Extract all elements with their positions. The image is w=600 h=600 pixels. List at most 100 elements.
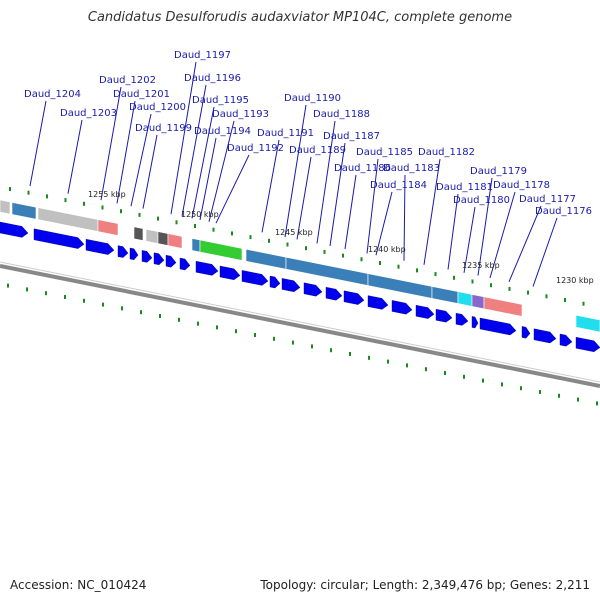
cog-feature-block xyxy=(97,219,119,236)
cog-feature-block xyxy=(167,233,183,249)
forward-gene-arrow xyxy=(325,286,343,301)
map-title: Candidatus Desulforudis audaxviator MP10… xyxy=(87,10,513,25)
forward-gene-arrow xyxy=(391,300,413,315)
gene-label-leader xyxy=(329,142,346,247)
gene-label: Daud_1178 xyxy=(493,180,550,191)
accession-text: Accession: NC_010424 xyxy=(10,578,147,592)
cog-feature-block xyxy=(37,207,99,232)
forward-gene-arrow xyxy=(141,250,153,263)
gene-label-leader xyxy=(489,191,516,279)
forward-gene-arrow xyxy=(219,265,241,281)
gene-label: Daud_1180 xyxy=(453,195,510,206)
gene-label-leader xyxy=(423,158,441,265)
gene-label-leader xyxy=(344,174,357,250)
gene-label-leader xyxy=(463,206,476,273)
gene-label-leader xyxy=(403,174,406,261)
gene-label: Daud_1190 xyxy=(284,93,341,104)
gene-label: Daud_1177 xyxy=(519,194,576,205)
gene-label: Daud_1192 xyxy=(227,143,284,154)
forward-gene-arrow xyxy=(165,254,177,268)
gene-label: Daud_1184 xyxy=(370,180,427,191)
forward-gene-arrow xyxy=(471,316,479,329)
cog-feature-block xyxy=(133,226,144,241)
cog-feature-block xyxy=(11,202,37,220)
forward-gene-arrow xyxy=(479,317,517,336)
gene-label: Daud_1201 xyxy=(113,89,170,100)
gene-label-leader xyxy=(181,84,207,217)
gene-label: Daud_1196 xyxy=(184,73,241,84)
gene-label: Daud_1186 xyxy=(334,163,391,174)
forward-gene-arrow xyxy=(33,228,85,249)
cog-feature-block xyxy=(285,256,369,286)
gene-label: Daud_1185 xyxy=(356,147,413,158)
forward-gene-arrow xyxy=(0,221,29,238)
gene-label: Daud_1183 xyxy=(383,163,440,174)
gene-label: Daud_1181 xyxy=(436,182,493,193)
forward-gene-arrow xyxy=(575,336,600,353)
gene-label-leader xyxy=(29,100,47,187)
cog-feature-block xyxy=(157,231,169,246)
gene-label: Daud_1176 xyxy=(535,206,592,217)
forward-gene-arrow xyxy=(269,275,281,289)
gene-label-leader xyxy=(67,119,83,194)
cog-feature-block xyxy=(431,286,459,304)
gene-label: Daud_1188 xyxy=(313,109,370,120)
gene-label-leader xyxy=(508,205,542,282)
gene-label-leader xyxy=(532,217,558,287)
cog-feature-block xyxy=(245,248,287,270)
cog-feature-block xyxy=(199,239,243,261)
forward-gene-arrow xyxy=(367,295,389,310)
gene-label: Daud_1200 xyxy=(129,102,186,113)
gene-label: Daud_1194 xyxy=(194,126,251,137)
gene-label-leader xyxy=(261,139,280,233)
cog-feature-block xyxy=(471,294,485,310)
forward-gene-arrow xyxy=(117,245,129,258)
gene-label-leader xyxy=(296,156,312,240)
forward-gene-arrow xyxy=(153,252,165,266)
gene-label-leader xyxy=(142,134,158,209)
gene-label: Daud_1189 xyxy=(289,145,346,156)
forward-gene-arrow xyxy=(533,328,557,344)
gene-label: Daud_1191 xyxy=(257,128,314,139)
gene-label-leader xyxy=(191,106,215,219)
gene-label-leader xyxy=(116,100,136,204)
gene-label: Daud_1179 xyxy=(470,166,527,177)
cog-feature-block xyxy=(483,296,523,317)
gene-label-leader xyxy=(199,137,217,221)
gene-label: Daud_1195 xyxy=(192,95,249,106)
cog-feature-block xyxy=(575,314,600,333)
cog-feature-block xyxy=(0,199,11,215)
backbone-highlight xyxy=(0,261,600,383)
forward-gene-arrow xyxy=(343,290,365,305)
forward-gene-arrow xyxy=(559,333,573,347)
position-label: 1245 kbp xyxy=(275,228,313,237)
gene-label: Daud_1197 xyxy=(174,50,231,61)
forward-gene-arrow xyxy=(195,260,219,276)
forward-gene-arrow xyxy=(129,247,139,261)
gene-label: Daud_1187 xyxy=(323,131,380,142)
gene-label-leader xyxy=(215,154,250,224)
genome-stats-text: Topology: circular; Length: 2,349,476 bp… xyxy=(260,578,590,592)
position-label: 1240 kbp xyxy=(368,245,406,254)
position-label: 1250 kbp xyxy=(181,210,219,219)
gene-label-leader xyxy=(447,193,459,270)
gene-label-leader xyxy=(284,104,307,238)
cog-feature-block xyxy=(367,273,433,299)
gene-label-leader xyxy=(477,177,493,276)
cog-feature-block xyxy=(145,228,159,244)
gene-label-leader xyxy=(100,86,122,201)
gene-label: Daud_1202 xyxy=(99,75,156,86)
forward-gene-arrow xyxy=(281,278,301,293)
gene-label: Daud_1182 xyxy=(418,147,475,158)
forward-gene-arrow xyxy=(415,304,435,319)
forward-gene-arrow xyxy=(179,257,191,271)
position-label: 1255 kbp xyxy=(88,190,126,199)
gene-label-leader xyxy=(170,61,197,215)
forward-gene-arrow xyxy=(241,270,269,286)
cog-feature-block xyxy=(191,238,201,253)
gene-label-leader xyxy=(208,120,235,222)
forward-gene-arrow xyxy=(455,312,469,326)
cog-feature-block xyxy=(457,291,473,307)
backbone-line xyxy=(0,264,600,388)
